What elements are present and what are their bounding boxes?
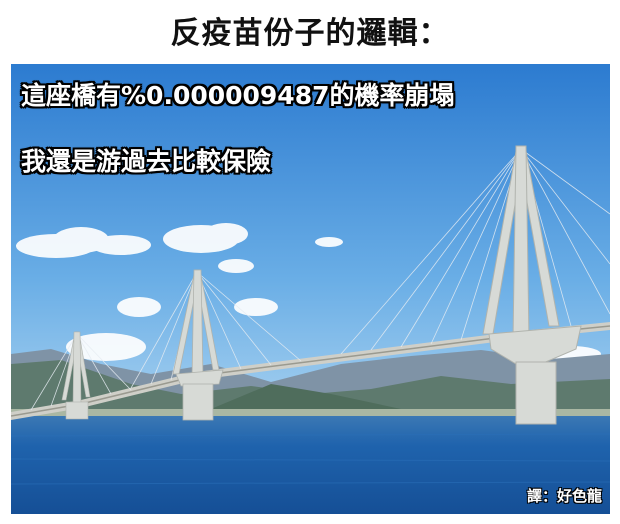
caption-line-1: 這座橋有%0.000009487的機率崩塌 (21, 81, 455, 110)
caption-line-2: 我還是游過去比較保險 (21, 147, 272, 176)
middle-pylon (172, 269, 224, 421)
bridge-scene-illustration (11, 64, 610, 514)
sea (11, 416, 610, 514)
far-pylon (61, 331, 91, 420)
cables (30, 148, 610, 411)
clouds (16, 223, 601, 362)
bridge-photo: 這座橋有%0.000009487的機率崩塌 我還是游過去比較保險 譯：好色龍 (11, 64, 610, 514)
shoreline (11, 409, 610, 419)
large-pylon (482, 145, 582, 425)
meme-title: 反疫苗份子的邏輯： (170, 16, 450, 51)
near-mountains (11, 360, 610, 422)
translator-credit: 譯：好色龍 (526, 487, 602, 505)
